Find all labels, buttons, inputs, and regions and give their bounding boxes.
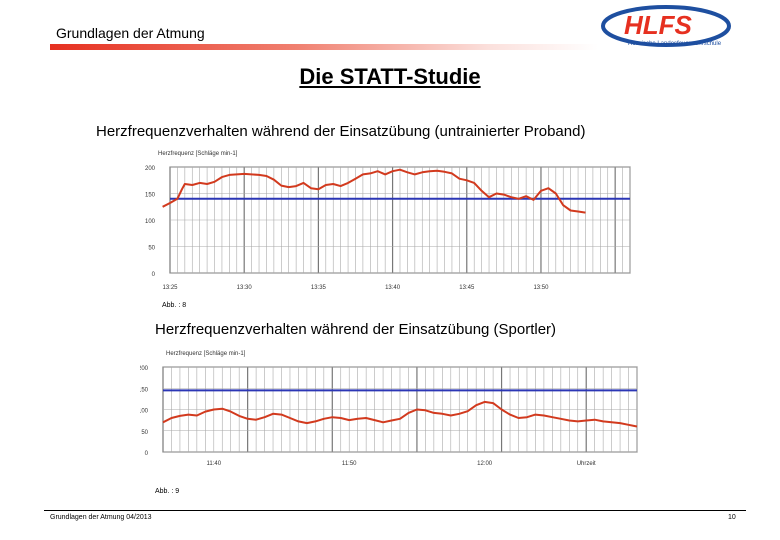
c2-ytick-label: 150 — [140, 387, 149, 393]
c2-xtick-label: 11:50 — [342, 461, 357, 467]
c1-heart-rate-line — [162, 168, 586, 214]
c2-ylabel: Herzfrequenz [Schläge min-1] — [166, 351, 246, 357]
logo-text: HLFS — [624, 10, 693, 40]
logo-swoosh-inner — [618, 12, 722, 40]
c1-ylabel: Herzfrequenz [Schläge min-1] — [158, 151, 238, 157]
c2-ytick-label: 50 — [141, 430, 148, 436]
c2-xtick-label: 11:40 — [206, 461, 221, 467]
heart-rate-chart-athlete: 0 50 100 150 200 11:40 11:50 12:00 Uhrzeit Herzfr… — [140, 351, 638, 495]
c1-xtick-label: 13:40 — [385, 285, 401, 291]
c1-ytick-label: 150 — [145, 193, 156, 199]
c1-ytick-label: 50 — [148, 246, 155, 252]
c1-xtick-label: 13:50 — [533, 285, 549, 291]
c1-ytick-label: 100 — [145, 219, 156, 225]
hlfs-logo: HLFS Hessische Landesfeuerwehrschule — [601, 5, 731, 47]
c1-series-group — [162, 168, 586, 214]
page-title: Die STATT-Studie — [0, 64, 780, 90]
heart-rate-chart-untrained: 0 50 100 150 200 13:25 13:30 13:35 13:40 13:45 13:… — [145, 151, 631, 309]
c1-ytick-label: 0 — [152, 272, 156, 278]
chart1-title: Herzfrequenzverhalten während der Einsat… — [96, 123, 586, 140]
c2-xtick-label: 12:00 — [477, 461, 493, 467]
c1-xtick-label: 13:35 — [311, 285, 327, 291]
footer-text: Grundlagen der Atmung 04/2013 — [50, 514, 152, 521]
footer-divider — [44, 510, 746, 511]
page-number: 10 — [728, 514, 736, 521]
c2-xtick-label: Uhrzeit — [577, 461, 596, 467]
chart1-caption: Abb. : 8 — [162, 302, 186, 309]
header-divider — [50, 44, 598, 50]
c1-xtick-label: 13:25 — [162, 285, 178, 291]
logo-tagline: Hessische Landesfeuerwehrschule — [628, 41, 722, 47]
c2-ytick-label: 0 — [145, 451, 149, 457]
c1-ytick-label: 200 — [145, 166, 156, 172]
c1-xtick-label: 13:45 — [459, 285, 475, 291]
c2-series-group — [162, 400, 638, 428]
logo-swoosh — [601, 5, 731, 47]
header-title: Grundlagen der Atmung — [56, 25, 205, 41]
chart2-caption: Abb. : 9 — [155, 488, 179, 495]
c2-heart-rate-line — [162, 400, 638, 428]
c2-ytick-label: 200 — [140, 366, 149, 372]
c2-ytick-label: 100 — [140, 409, 149, 415]
chart2-title: Herzfrequenzverhalten während der Einsat… — [155, 321, 557, 338]
page-title-text: Die STATT-Studie — [299, 64, 481, 89]
c1-xtick-label: 13:30 — [237, 285, 253, 291]
